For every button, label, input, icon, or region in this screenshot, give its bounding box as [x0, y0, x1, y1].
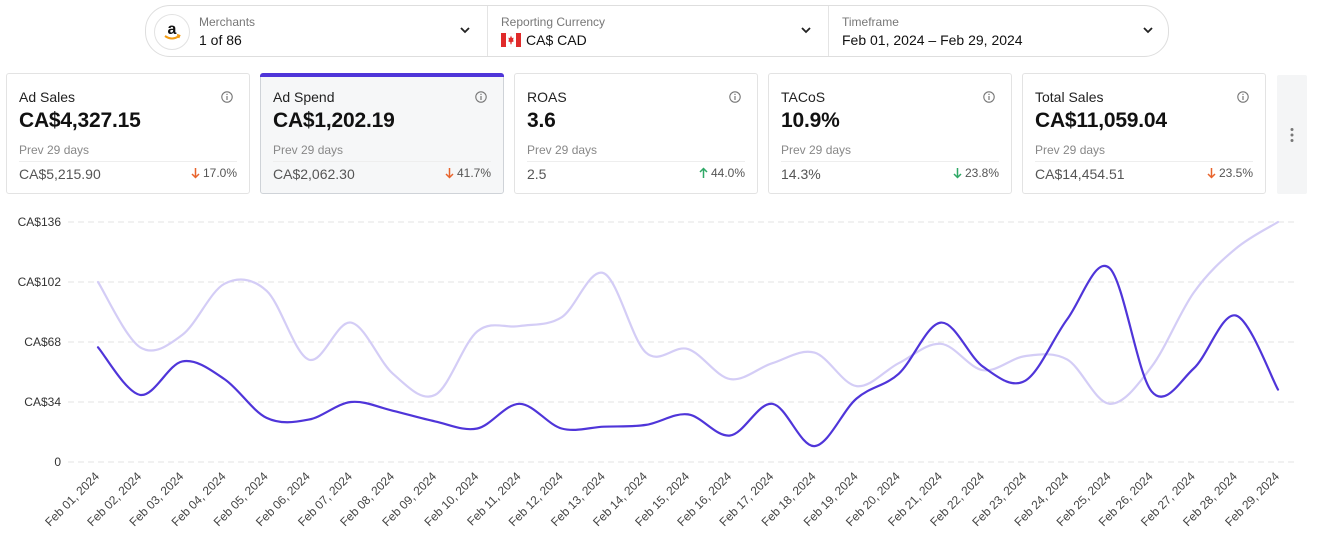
metric-value: CA$11,059.04	[1035, 109, 1167, 132]
divider	[273, 161, 491, 162]
metric-card-roas[interactable]: ROAS 3.6 Prev 29 days 2.5 44.0%	[514, 73, 758, 194]
info-icon[interactable]	[475, 91, 487, 103]
info-icon[interactable]	[221, 91, 233, 103]
timeframe-value: Feb 01, 2024 – Feb 29, 2024	[842, 32, 1023, 48]
metric-card-ad-sales[interactable]: Ad Sales CA$4,327.15 Prev 29 days CA$5,2…	[6, 73, 250, 194]
prev-period-value: 2.5	[527, 166, 547, 182]
metric-value: CA$4,327.15	[19, 109, 141, 132]
chevron-down-icon	[460, 27, 470, 34]
metric-title: Total Sales	[1035, 89, 1104, 105]
series-line-previous	[96, 220, 1280, 405]
change-percent: 23.8%	[964, 166, 999, 180]
prev-period-label: Prev 29 days	[527, 143, 598, 157]
arrow-down-icon	[953, 168, 962, 179]
more-options-button[interactable]	[1277, 75, 1307, 194]
prev-period-label: Prev 29 days	[273, 143, 344, 157]
chevron-down-icon	[1143, 27, 1153, 34]
currency-label: Reporting Currency	[501, 15, 606, 29]
y-tick-label: CA$34	[24, 395, 61, 409]
change-percent: 17.0%	[202, 166, 237, 180]
divider	[527, 161, 745, 162]
info-icon[interactable]	[983, 91, 995, 103]
metric-card-tacos[interactable]: TACoS 10.9% Prev 29 days 14.3% 23.8%	[768, 73, 1012, 194]
metric-title: Ad Sales	[19, 89, 76, 105]
currency-value: CA$ CAD	[526, 32, 587, 48]
prev-period-label: Prev 29 days	[781, 143, 852, 157]
timeframe-label: Timeframe	[842, 15, 899, 29]
canada-flag-icon	[501, 33, 521, 47]
change-percent: 44.0%	[710, 166, 745, 180]
metric-card-total-sales[interactable]: Total Sales CA$11,059.04 Prev 29 days CA…	[1022, 73, 1266, 194]
divider	[19, 161, 237, 162]
amazon-logo-icon: a	[154, 14, 190, 50]
merchants-value: 1 of 86	[199, 32, 242, 48]
merchants-dropdown[interactable]: a Merchants 1 of 86	[146, 6, 487, 56]
prev-period-label: Prev 29 days	[19, 143, 90, 157]
change-percent: 41.7%	[456, 166, 491, 180]
merchants-label: Merchants	[199, 15, 256, 29]
chevron-down-icon	[801, 27, 811, 34]
metric-value: CA$1,202.19	[273, 109, 395, 132]
timeframe-dropdown[interactable]: Timeframe Feb 01, 2024 – Feb 29, 2024	[828, 6, 1168, 56]
series-line-current	[96, 264, 1280, 448]
currency-dropdown[interactable]: Reporting Currency CA$ CAD	[487, 6, 828, 56]
prev-period-value: CA$5,215.90	[19, 166, 101, 182]
info-icon[interactable]	[1237, 91, 1249, 103]
metric-card-ad-spend[interactable]: Ad Spend CA$1,202.19 Prev 29 days CA$2,0…	[260, 73, 504, 194]
y-tick-label: CA$68	[24, 335, 61, 349]
y-tick-label: CA$136	[18, 215, 62, 229]
filter-bar: a Merchants 1 of 86 Reporting Currency C…	[145, 5, 1169, 57]
active-indicator	[260, 73, 504, 77]
svg-text:a: a	[168, 21, 177, 38]
y-tick-label: 0	[54, 455, 61, 469]
prev-period-label: Prev 29 days	[1035, 143, 1106, 157]
arrow-down-icon	[445, 168, 454, 179]
prev-period-value: CA$2,062.30	[273, 166, 355, 182]
prev-period-value: 14.3%	[781, 166, 821, 182]
arrow-down-icon	[191, 168, 200, 179]
change-percent: 23.5%	[1218, 166, 1253, 180]
metric-title: Ad Spend	[273, 89, 335, 105]
divider	[781, 161, 999, 162]
arrow-up-icon	[699, 167, 708, 178]
metric-title: ROAS	[527, 89, 567, 105]
metric-value: 3.6	[527, 109, 556, 132]
metric-title: TACoS	[781, 89, 826, 105]
y-tick-label: CA$102	[18, 275, 62, 289]
divider	[1035, 161, 1253, 162]
metric-value: 10.9%	[781, 109, 840, 132]
prev-period-value: CA$14,454.51	[1035, 166, 1125, 182]
info-icon[interactable]	[729, 91, 741, 103]
kebab-menu-icon	[1290, 128, 1294, 142]
arrow-down-icon	[1207, 168, 1216, 179]
